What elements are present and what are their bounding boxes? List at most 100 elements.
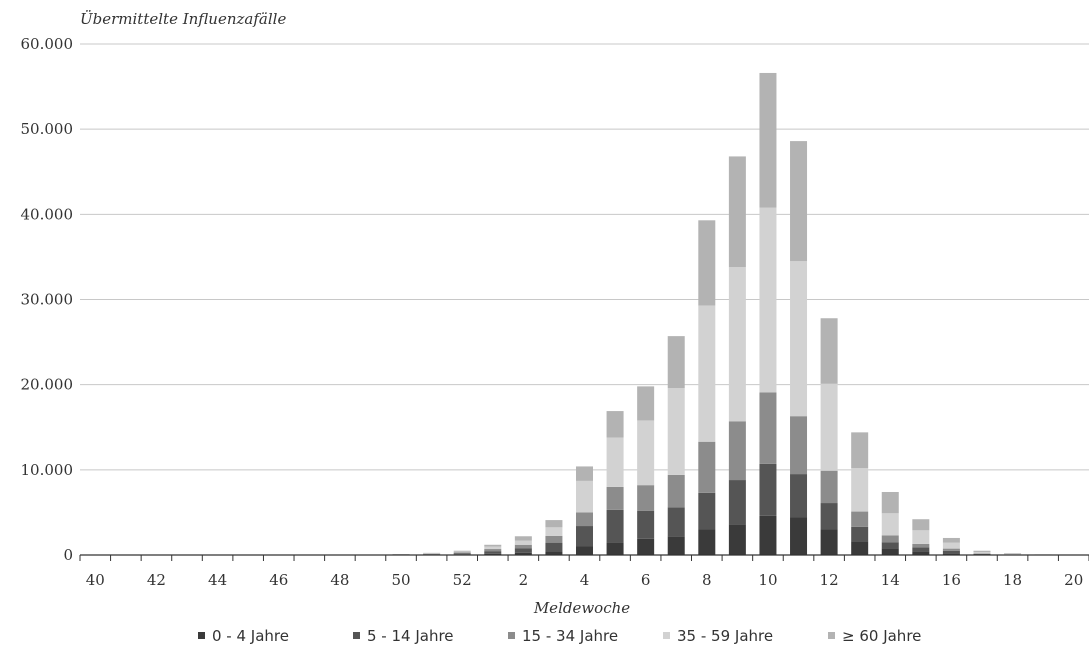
- bar-segment: [514, 544, 532, 549]
- x-tick-label: 48: [330, 571, 349, 589]
- legend-swatch: [198, 632, 205, 639]
- bar-segment: [912, 543, 930, 548]
- bar-segment: [576, 546, 593, 555]
- bar-segment: [637, 485, 655, 511]
- x-tick-label: 6: [641, 571, 651, 589]
- bar-segment: [606, 411, 624, 438]
- bar-segment: [606, 486, 624, 510]
- bar-segment: [973, 553, 991, 555]
- x-tick-label: 44: [208, 571, 227, 589]
- bar-segment: [973, 550, 991, 553]
- bar-segment: [453, 550, 471, 552]
- bar-segment: [881, 535, 899, 543]
- bar-segment: [790, 261, 808, 417]
- bar-segment: [728, 156, 746, 268]
- bar-segment: [423, 553, 441, 554]
- bar-segment: [820, 318, 838, 384]
- bar-segment: [392, 554, 410, 555]
- bar-segment: [759, 207, 777, 393]
- bar-segment: [912, 519, 930, 531]
- x-tick-label: 14: [881, 571, 900, 589]
- bar-segment: [667, 474, 685, 508]
- bar-segment: [851, 432, 869, 469]
- bar-segment: [973, 552, 991, 554]
- x-tick-label: 40: [86, 571, 105, 589]
- bar-segment: [790, 141, 808, 262]
- y-tick-label: 60.000: [21, 35, 74, 53]
- bar-segment: [545, 527, 563, 536]
- y-tick-label: 10.000: [21, 461, 74, 479]
- legend-swatch: [828, 632, 835, 639]
- bar-segment: [545, 542, 563, 552]
- y-axis-ticks: 0 10.000 20.000 30.000 40.000 50.000 60.000: [21, 35, 74, 564]
- bar-segment: [576, 480, 593, 513]
- x-tick-label: 2: [519, 571, 529, 589]
- bar-segment: [484, 549, 502, 552]
- bar-segment: [423, 552, 441, 554]
- bar-segment: [728, 421, 746, 481]
- bar-segment: [698, 529, 716, 555]
- bar-segment: [790, 416, 808, 475]
- bar-segment: [912, 547, 930, 552]
- bar-segment: [942, 537, 960, 543]
- bar-segment: [606, 437, 624, 487]
- bar-segment: [698, 305, 716, 442]
- bar-segment: [637, 538, 655, 555]
- bar-segment: [514, 536, 532, 541]
- y-tick-label: 30.000: [21, 291, 74, 309]
- bar-segment: [667, 388, 685, 475]
- legend-label: 15 - 34 Jahre: [522, 627, 618, 645]
- bar-segment: [851, 541, 869, 555]
- bar-segment: [759, 463, 777, 516]
- x-axis-title: Meldewoche: [533, 599, 630, 617]
- legend-label: 5 - 14 Jahre: [367, 627, 454, 645]
- bar-segment: [576, 466, 593, 481]
- y-tick-label: 20.000: [21, 376, 74, 394]
- bar-segment: [637, 420, 655, 486]
- bar-segment: [942, 542, 960, 549]
- bar-segment: [881, 513, 899, 536]
- bar-segment: [484, 544, 502, 547]
- x-tick-label: 46: [269, 571, 288, 589]
- bar-segment: [453, 553, 471, 555]
- bar-segment: [820, 470, 838, 504]
- y-tick-label: 40.000: [21, 205, 74, 223]
- bar-segment: [973, 553, 991, 554]
- bar-segment: [759, 72, 777, 208]
- bar-segment: [545, 535, 563, 543]
- bar-segment: [667, 536, 685, 555]
- bar-segment: [728, 524, 746, 555]
- x-tick-label: 8: [702, 571, 712, 589]
- bar-segment: [942, 550, 960, 554]
- bar-segment: [942, 548, 960, 551]
- bar-segment: [881, 548, 899, 555]
- x-tick-label: 10: [758, 571, 777, 589]
- y-tick-label: 50.000: [21, 120, 74, 138]
- legend-swatch: [508, 632, 515, 639]
- x-tick-label: 50: [391, 571, 410, 589]
- bar-segment: [606, 542, 624, 555]
- x-tick-label: 4: [580, 571, 590, 589]
- bar-segment: [1004, 553, 1022, 555]
- bar-segment: [1004, 553, 1022, 554]
- x-axis-ticks: 40 42 44 46 48 50 52 2 4 6 8 10 12 14 16 18 20: [79, 555, 1089, 589]
- bar-segment: [514, 540, 532, 545]
- x-tick-label: 16: [942, 571, 961, 589]
- gridlines: [80, 43, 1089, 471]
- x-tick-label: 52: [453, 571, 472, 589]
- x-tick-label: 42: [147, 571, 166, 589]
- bar-segment: [942, 553, 960, 555]
- bar-segment: [881, 491, 899, 514]
- bar-segment: [912, 551, 930, 555]
- bar-segment: [698, 492, 716, 530]
- x-tick-label: 12: [820, 571, 839, 589]
- bar-segment: [423, 553, 441, 555]
- bar-segment: [851, 526, 869, 542]
- x-tick-label: 18: [1003, 571, 1022, 589]
- bar-segment: [514, 552, 532, 555]
- bar-segment: [759, 515, 777, 555]
- bar-segment: [637, 510, 655, 539]
- bar-segment: [514, 548, 532, 553]
- bar-segment: [453, 552, 471, 554]
